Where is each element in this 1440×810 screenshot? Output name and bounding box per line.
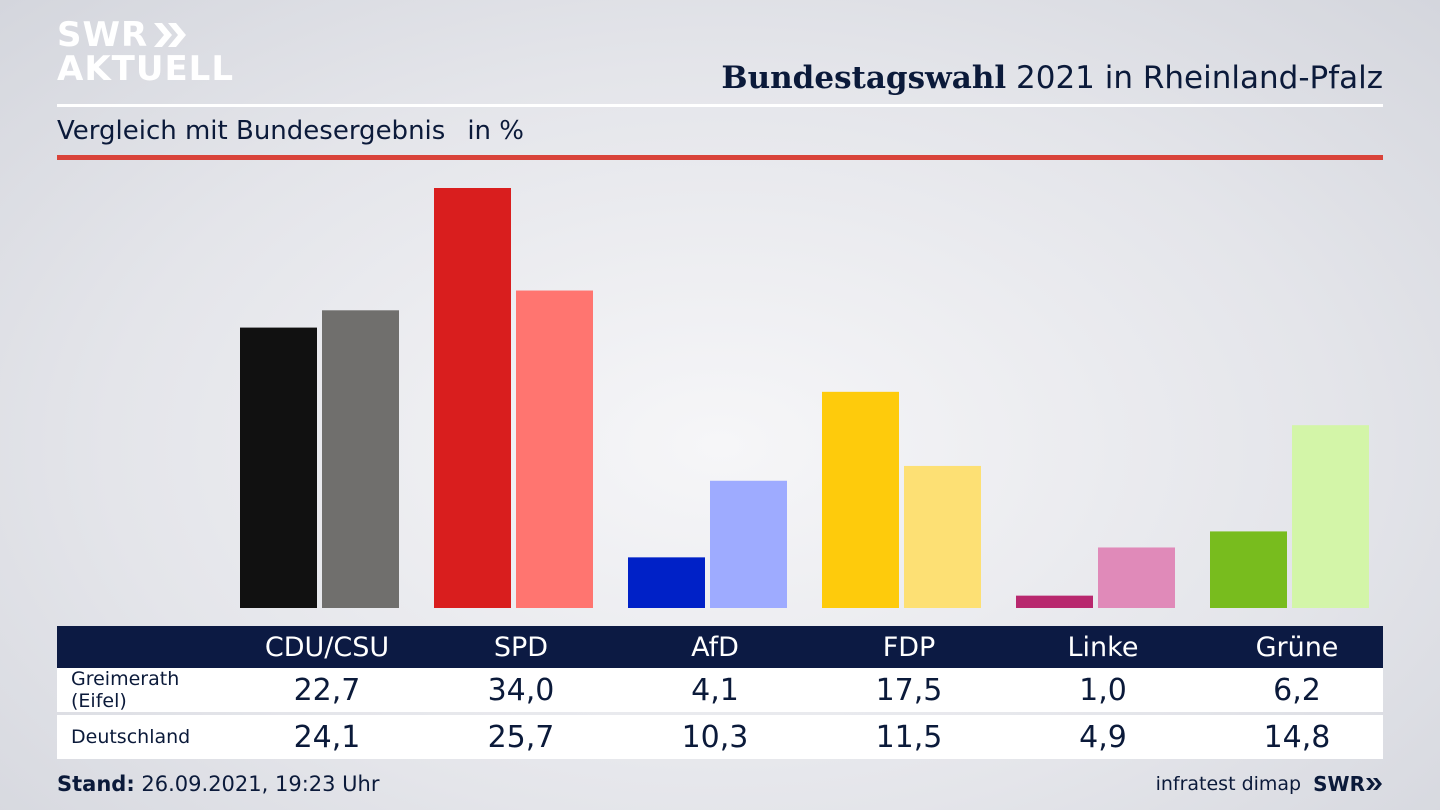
table-row: Deutschland 24,1 25,7 10,3 11,5 4,9 14,8 [57, 715, 1383, 759]
table-row: Greimerath (Eifel) 22,7 34,0 4,1 17,5 1,0 6,2 [57, 668, 1383, 712]
table-cell: 10,3 [681, 719, 749, 755]
bar-spd-2 [516, 290, 593, 608]
table-cell: 4,1 [691, 672, 739, 708]
title-bold: Bundestagswahl [721, 60, 1007, 96]
table-cell: 22,7 [293, 672, 361, 708]
footer-brand: SWR [1313, 772, 1365, 796]
party-header: SPD [493, 631, 549, 663]
results-table: CDU/CSU SPD AfD FDP Linke Grüne Greimerath (E… [57, 626, 1383, 759]
chart-subtitle: Vergleich mit Bundesergebnis in % [57, 116, 524, 146]
title-divider [57, 104, 1383, 107]
table-cell: 24,1 [293, 719, 361, 755]
party-header: Grüne [1255, 631, 1339, 663]
stand-label: Stand: [57, 772, 135, 796]
bar-cdu-csu-2 [322, 310, 399, 608]
stand-value: 26.09.2021, 19:23 Uhr [134, 772, 380, 796]
bar-afd-2 [710, 480, 787, 608]
bar-cdu-csu-1 [240, 327, 317, 608]
double-chevron-icon [154, 23, 187, 47]
table-header: CDU/CSU SPD AfD FDP Linke Grüne [57, 626, 1383, 668]
unit-label: in % [467, 116, 524, 146]
subtitle-divider [57, 155, 1383, 160]
table-cell: 11,5 [875, 719, 943, 755]
timestamp: Stand: 26.09.2021, 19:23 Uhr [57, 772, 380, 796]
bar-fdp-1 [822, 391, 899, 608]
party-header: FDP [882, 631, 936, 663]
table-cell: 4,9 [1079, 719, 1127, 755]
table-cell: 25,7 [487, 719, 555, 755]
footer-swr-logo: SWR [1313, 772, 1383, 796]
swr-aktuell-logo: SWR AKTUELL [57, 18, 234, 86]
logo-line1: SWR [57, 15, 149, 55]
bar-afd-1 [628, 557, 705, 608]
bar-gr-ne-2 [1292, 425, 1369, 608]
source-label: infratest dimap [1155, 773, 1302, 795]
bar-linke-2 [1098, 547, 1175, 608]
table-cell: 6,2 [1273, 672, 1321, 708]
title-rest: 2021 in Rheinland-Pfalz [1006, 60, 1383, 96]
bar-linke-1 [1016, 595, 1093, 608]
logo-line2: AKTUELL [57, 49, 235, 89]
footer-credits: infratest dimap SWR [1156, 772, 1383, 796]
page-title: Bundestagswahl 2021 in Rheinland-Pfalz [721, 60, 1383, 96]
bar-fdp-2 [904, 465, 981, 608]
bar-spd-1 [434, 188, 511, 608]
table-cell: 1,0 [1079, 672, 1127, 708]
party-header: Linke [1067, 631, 1139, 663]
row-label: Deutschland [71, 726, 191, 748]
table-cell: 17,5 [875, 672, 943, 708]
table-cell: 14,8 [1263, 719, 1331, 755]
party-header: CDU/CSU [264, 631, 390, 663]
row-label: Greimerath (Eifel) [71, 668, 180, 712]
subtitle-text: Vergleich mit Bundesergebnis [57, 116, 446, 146]
bar-gr-ne-1 [1210, 531, 1287, 608]
double-chevron-icon [1366, 778, 1382, 790]
table-cell: 34,0 [487, 672, 555, 708]
party-header: AfD [691, 631, 739, 663]
